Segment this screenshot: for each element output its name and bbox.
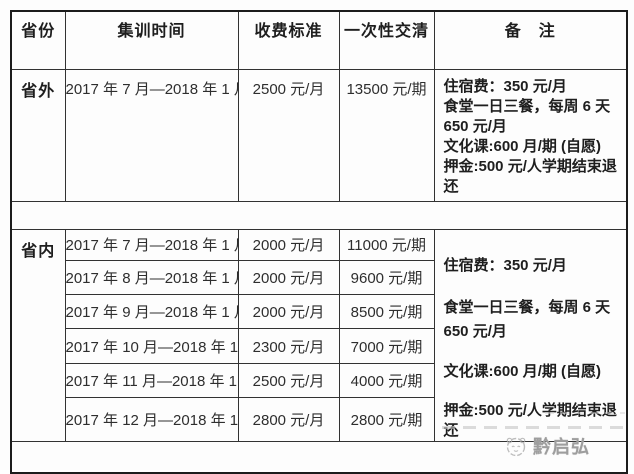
table-row-in-province: 2017 年 8 月—2018 年 1 月 2000 元/月 9600 元/期: [11, 260, 627, 296]
fee-schedule-table: 省份 集训时间 收费标准 一次性交清 备 注 省外 2017 年 7 月—201…: [10, 10, 628, 474]
header-cell-fee: 收费标准: [237, 10, 340, 70]
fee-cell: 2500 元/月: [237, 68, 340, 202]
remark-line: 住宿费：350 元/月: [443, 77, 567, 95]
header-cell-lump-sum: 一次性交清: [338, 10, 435, 70]
fee-cell: 2000 元/月: [237, 260, 340, 296]
region-label-in-province: 省内: [10, 228, 66, 442]
table-row-out-of-province: 省外 2017 年 7 月—2018 年 1 月 2500 元/月 13500 …: [10, 68, 628, 202]
watermark-label: 黔启弘: [533, 437, 590, 457]
fee-cell: 2000 元/月: [237, 294, 340, 330]
remarks-cell-in-province: 住宿费：350 元/月 食堂一日三餐，每周 6 天 650 元/月 文化课:60…: [433, 228, 628, 442]
table-row-in-province: 省内 2017 年 7 月—2018 年 1 月 2000 元/月 11000 …: [10, 228, 628, 442]
fee-cell: 2500 元/月: [237, 363, 340, 398]
time-cell: 2017 年 11 月—2018 年 1 月: [64, 363, 239, 398]
table-row-in-province: 2017 年 9 月—2018 年 1 月 2000 元/月 8500 元/期: [11, 294, 627, 330]
fee-cell: 2000 元/月: [237, 228, 340, 262]
remark-line: 押金:500 元/人学期结束退还: [443, 401, 617, 439]
header-row: 省份 集训时间 收费标准 一次性交清 备 注: [10, 10, 628, 70]
remark-line: 文化课:600 月/期 (自愿): [443, 362, 602, 380]
time-cell: 2017 年 10 月—2018 年 1 月: [64, 328, 239, 365]
time-cell: 2017 年 7 月—2018 年 1 月: [64, 68, 239, 202]
lump-sum-cell: 2800 元/期: [338, 396, 435, 442]
remark-line: 650 元/月: [443, 322, 507, 340]
remark-line: 食堂一日三餐，每周 6 天: [443, 97, 611, 115]
remarks-cell-out-of-province: 住宿费：350 元/月 食堂一日三餐，每周 6 天 650 元/月 文化课:60…: [433, 68, 628, 202]
table-row-in-province: 2017 年 11 月—2018 年 1 月 2500 元/月 4000 元/期: [11, 363, 627, 398]
table-row-in-province: 2017 年 10 月—2018 年 1 月 2300 元/月 7000 元/期: [11, 328, 627, 365]
lump-sum-cell: 11000 元/期: [338, 228, 435, 262]
watermark: 黔启弘: [504, 433, 590, 459]
separator-cell: [10, 200, 628, 230]
region-label-out-of-province: 省外: [10, 68, 66, 202]
separator-row: [10, 200, 628, 230]
lump-sum-cell: 13500 元/期: [338, 68, 435, 202]
circle-mascot-logo-icon: [506, 437, 526, 457]
remark-line: 650 元/月: [443, 117, 507, 135]
header-cell-province: 省份: [10, 10, 66, 70]
lump-sum-cell: 8500 元/期: [338, 294, 435, 330]
time-cell: 2017 年 8 月—2018 年 1 月: [64, 260, 239, 296]
remark-line: 押金:500 元/人学期结束退还: [443, 157, 617, 195]
lump-sum-cell: 7000 元/期: [338, 328, 435, 365]
lump-sum-cell: 9600 元/期: [338, 260, 435, 296]
table-row-in-province: 2017 年 12 月—2018 年 1 月 2800 元/月 2800 元/期: [11, 396, 627, 442]
lump-sum-cell: 4000 元/期: [338, 363, 435, 398]
fee-cell: 2800 元/月: [237, 396, 340, 442]
time-cell: 2017 年 9 月—2018 年 1 月: [64, 294, 239, 330]
remark-line: 食堂一日三餐，每周 6 天: [443, 298, 611, 316]
remark-line: 住宿费：350 元/月: [443, 256, 567, 274]
header-cell-remarks: 备 注: [433, 10, 628, 70]
time-cell: 2017 年 12 月—2018 年 1 月: [64, 396, 239, 442]
time-cell: 2017 年 7 月—2018 年 1 月: [64, 228, 239, 262]
remark-line: 文化课:600 月/期 (自愿): [443, 137, 602, 155]
fee-cell: 2300 元/月: [237, 328, 340, 365]
header-cell-time: 集训时间: [64, 10, 239, 70]
